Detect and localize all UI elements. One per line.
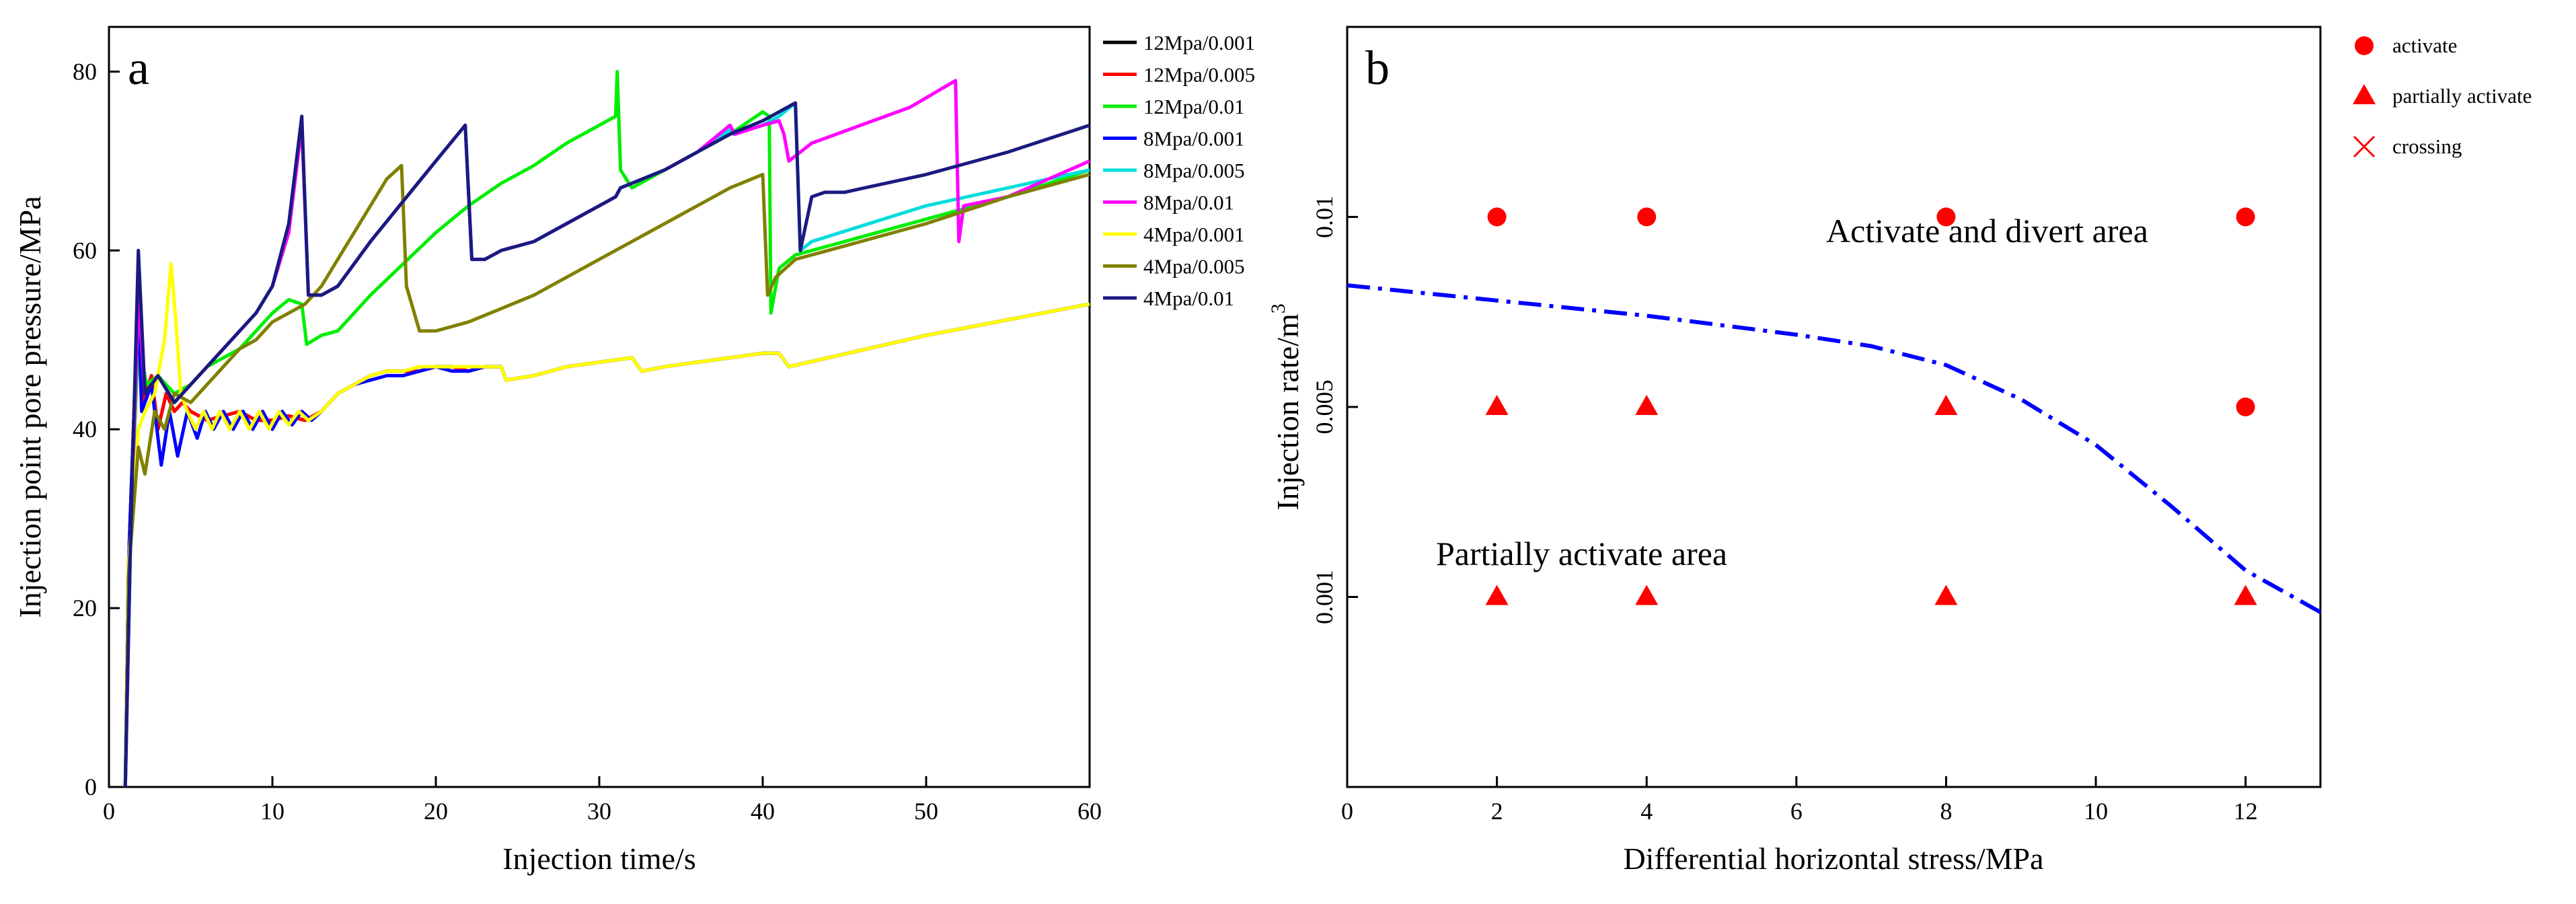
annotation-partially-activate-area: Partially activate area [1436,535,1727,572]
panel-a-series-group [123,70,1091,788]
scatter-point-activate [1936,207,1956,227]
panel-b-y-tick-label: 0.005 [1311,380,1338,435]
legend-label-4mpa-0-01: 4Mpa/0.01 [1143,287,1234,310]
boundary-curve [1347,283,2322,614]
scatter-point-partially-activate [1934,395,1958,415]
panel-b-x-tick-label: 0 [1341,798,1353,825]
series-line-4mpa-0-001 [123,262,1090,788]
panel-a-y-tick-label: 40 [73,416,97,443]
panel-a-x-axis-title: Injection time/s [502,841,695,876]
panel-a-y-tick-label: 60 [73,237,97,264]
panel-b-y-tick-label: 0.01 [1311,196,1338,238]
panel-a-x-tick-label: 0 [103,798,115,825]
panel-b-y-tick-label: 0.001 [1311,570,1338,624]
legend-label-partially-activate: partially activate [2392,84,2532,108]
legend-label-12mpa-0-001: 12Mpa/0.001 [1143,31,1255,54]
series-line-8mpa-0-01 [123,79,1091,788]
legend-label-activate: activate [2392,34,2457,57]
panel-b-legend: activate partially activate crossing [2353,34,2532,158]
panel-b-x-ticks: 0 2 4 6 8 10 12 [1341,776,2258,825]
panel-b-boundary-group [1347,283,2322,614]
legend-label-4mpa-0-005: 4Mpa/0.005 [1143,255,1245,278]
legend-label-4mpa-0-001: 4Mpa/0.001 [1143,223,1245,246]
panel-b-x-tick-label: 2 [1491,798,1503,825]
scatter-point-activate [1487,207,1507,227]
panel-a-frame [108,26,1091,788]
legend-label-8mpa-0-01: 8Mpa/0.01 [1143,191,1234,215]
panel-b-x-tick-label: 4 [1640,798,1653,825]
legend-label-8mpa-0-005: 8Mpa/0.005 [1143,159,1245,182]
panel-b-x-axis-title-text: Differential horizontal stress/MPa [1623,841,2043,876]
panel-a-letter: a [128,41,149,95]
panel-b-x-tick-label: 6 [1790,798,1803,825]
panel-a-y-tick-label: 80 [73,58,97,85]
legend-label-crossing: crossing [2392,135,2462,158]
panel-a-x-tick-label: 50 [914,798,938,825]
panel-a-x-tick-label: 60 [1077,798,1102,825]
panel-b-x-axis-title: Differential horizontal stress/MPa [1623,841,2043,876]
panel-a-y-axis-title: Injection point pore pressure/MPa [13,196,47,617]
panel-a-x-tick-label: 30 [587,798,611,825]
panel-a-legend: 12Mpa/0.001 12Mpa/0.005 12Mpa/0.01 8Mpa/0.0… [1103,31,1255,310]
scatter-point-activate [1637,207,1657,227]
panel-b-x-tick-label: 12 [2234,798,2258,825]
panel-a-x-ticks: 0 10 20 30 40 50 60 [103,776,1102,825]
panel-a-y-tick-label: 20 [73,595,97,622]
annotation-activate-divert-area: Activate and divert area [1826,212,2148,250]
scatter-point-partially-activate [1934,585,1958,605]
legend-marker-crossing [2353,135,2376,158]
legend-marker-activate [2355,36,2374,55]
panel-a: 0 10 20 30 40 50 60 0 20 40 60 80 a Injection time… [13,26,1255,876]
panel-a-y-tick-label: 0 [85,774,97,800]
legend-label-12mpa-0-01: 12Mpa/0.01 [1143,95,1245,118]
panel-b-x-tick-label: 10 [2084,798,2108,825]
panel-b-y-axis-title-superscript: 3 [1267,303,1289,313]
scatter-point-partially-activate [1485,585,1509,605]
scatter-point-partially-activate [1635,395,1659,415]
legend-marker-partially-activate [2353,84,2376,104]
series-line-4mpa-0-01 [123,101,1090,788]
panel-a-y-ticks: 0 20 40 60 80 [73,58,120,800]
panel-b-x-tick-label: 8 [1940,798,1952,825]
panel-b-y-axis-title-text: Injection rate/m [1271,313,1305,511]
panel-b-y-axis-title: Injection rate/m3 [1267,303,1305,511]
scatter-point-activate [2236,207,2255,227]
scatter-point-partially-activate [2234,585,2257,605]
scatter-point-partially-activate [1485,395,1509,415]
series-line-8mpa-0-001 [123,302,1090,788]
panel-b-letter: b [1365,41,1390,95]
panel-b-y-ticks: 0.001 0.005 0.01 [1311,196,1358,624]
legend-marker-crossing-stroke-b [2353,135,2376,158]
series-line-4mpa-0-005 [123,163,1090,788]
panel-a-x-tick-label: 10 [260,798,285,825]
series-line-8mpa-0-005 [123,101,1090,788]
legend-label-12mpa-0-005: 12Mpa/0.005 [1143,63,1255,87]
panel-a-x-tick-label: 40 [751,798,775,825]
scatter-point-activate [2236,398,2255,416]
scatter-point-partially-activate [1635,585,1659,605]
panel-b: 0 2 4 6 8 10 12 0.001 0.005 0.01 b Activate and … [1267,26,2532,876]
legend-label-8mpa-0-001: 8Mpa/0.001 [1143,127,1245,151]
panel-b-points-group [1485,207,2257,605]
panel-a-x-tick-label: 20 [424,798,448,825]
